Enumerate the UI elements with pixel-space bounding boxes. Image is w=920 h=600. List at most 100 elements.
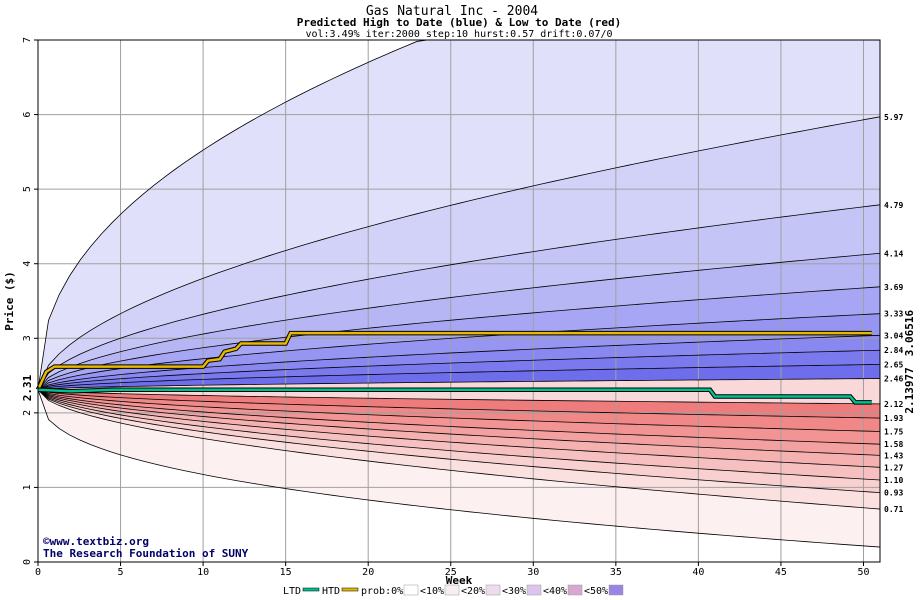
quantile-label: 3.69	[884, 283, 903, 292]
y-tick-label: 6	[22, 112, 33, 118]
probability-band	[38, 389, 880, 419]
x-tick-label: 30	[527, 567, 539, 578]
htd-path	[36, 331, 872, 391]
quantile-contour	[37, 286, 881, 391]
y-tick-label: 7	[22, 37, 33, 43]
quantile-contours	[37, 39, 881, 548]
probability-band	[38, 389, 880, 468]
quantile-contour	[37, 313, 881, 391]
legend-label: prob:0%	[361, 586, 403, 597]
quantile-contour	[37, 389, 881, 494]
quantile-label: 4.14	[884, 249, 903, 258]
legend-swatch	[608, 584, 624, 596]
chart-params: vol:3.49% iter:2000 step:10 hurst:0.57 d…	[305, 29, 612, 40]
y-tick-label: 2	[22, 410, 33, 416]
x-ticks: 0 5 10 15 20 25 30 35 40 45 50	[35, 562, 870, 578]
y-ticks: 0 1 2 3 4 5 6 7	[22, 37, 38, 565]
quantile-contour	[37, 349, 881, 391]
series-paths	[35, 330, 872, 405]
quantile-label: 3.33	[884, 310, 903, 319]
quantile-label: 0.93	[884, 489, 903, 498]
quantile-contour	[37, 116, 881, 390]
x-tick-label: 20	[362, 567, 374, 578]
x-tick-label: 15	[280, 567, 292, 578]
legend-label: LTD	[283, 586, 301, 597]
y-tick-label: 1	[22, 484, 33, 490]
x-axis-label: Week	[446, 574, 473, 587]
x-tick-label: 5	[118, 567, 124, 578]
probability-band	[38, 389, 880, 548]
legend-label: <40%	[543, 586, 567, 597]
quantile-label: 1.43	[884, 451, 903, 460]
quantile-label: 4.79	[884, 201, 903, 210]
quantile-contour	[37, 389, 881, 510]
y-tick-label: 3	[22, 335, 33, 341]
chart-title: Gas Natural Inc - 2004	[366, 4, 538, 19]
htd-end-label: 3.06516	[903, 310, 916, 357]
quantile-label: 1.75	[884, 428, 903, 437]
probability-band	[38, 389, 880, 480]
x-tick-label: 45	[775, 567, 787, 578]
quantile-label: 3.04	[884, 331, 903, 340]
quantile-label: 1.10	[884, 476, 903, 485]
probability-band	[38, 253, 880, 390]
probability-band	[38, 389, 880, 445]
quantile-label: 2.12	[884, 400, 903, 409]
probability-band	[38, 40, 880, 390]
quantile-contour	[37, 389, 881, 456]
x-tick-label: 40	[692, 567, 704, 578]
x-tick-label: 25	[445, 567, 457, 578]
quantile-label: 1.58	[884, 440, 903, 449]
y-tick-label: 5	[22, 186, 33, 192]
quantile-label: 2.46	[884, 375, 903, 384]
legend-swatch	[567, 584, 583, 596]
x-tick-label: 10	[197, 567, 209, 578]
legend-label: <10%	[420, 586, 444, 597]
x-tick-label: 0	[35, 567, 41, 578]
quantile-label: 2.84	[884, 346, 903, 355]
probability-band	[38, 389, 880, 510]
legend-swatch	[444, 584, 460, 596]
plot-frame	[37, 39, 881, 563]
quantile-contour	[37, 389, 881, 548]
probability-band	[38, 389, 880, 456]
quantile-label: 2.65	[884, 360, 903, 369]
chart-subtitle: Predicted High to Date (blue) & Low to D…	[297, 16, 622, 29]
quantile-contour	[37, 389, 881, 432]
legend-swatch	[526, 584, 542, 596]
credit-site: ©www.textbiz.org	[43, 535, 149, 548]
y-tick-label: 0	[22, 559, 33, 565]
legend-label: <20%	[461, 586, 485, 597]
quantile-contour	[37, 363, 881, 391]
probability-band	[38, 40, 880, 390]
quantile-contour	[37, 389, 881, 445]
quantile-contour	[37, 252, 881, 391]
probability-band	[38, 350, 880, 390]
quantile-contour	[37, 389, 881, 405]
probability-band	[38, 116, 880, 390]
probability-band	[38, 389, 880, 432]
ltd-path	[37, 388, 872, 404]
legend-swatch	[403, 584, 419, 596]
legend-swatch	[302, 587, 320, 592]
quantile-contour	[37, 204, 881, 390]
quantile-contour	[37, 378, 881, 391]
legend-label: <50%	[584, 586, 608, 597]
x-tick-label: 50	[857, 567, 869, 578]
quantile-label: 5.97	[884, 113, 903, 122]
y-axis-label: Price ($)	[3, 271, 16, 331]
legend-swatch	[485, 584, 501, 596]
quantile-contour	[37, 389, 881, 419]
legend: LTD HTD prob:0% <10% <20% <30% <40% <50%	[283, 584, 624, 597]
legend-label: <30%	[502, 586, 526, 597]
quantile-contour	[37, 389, 881, 481]
credit-org: The Research Foundation of SUNY	[43, 547, 249, 560]
quantile-label: 1.93	[884, 414, 903, 423]
probability-band	[38, 364, 880, 390]
start-price-label: 2.31	[21, 374, 34, 401]
y-tick-label: 4	[22, 261, 33, 267]
ltd-end-label: 2.13977	[903, 367, 916, 413]
probability-band	[38, 204, 880, 390]
quantile-contour	[37, 389, 881, 468]
